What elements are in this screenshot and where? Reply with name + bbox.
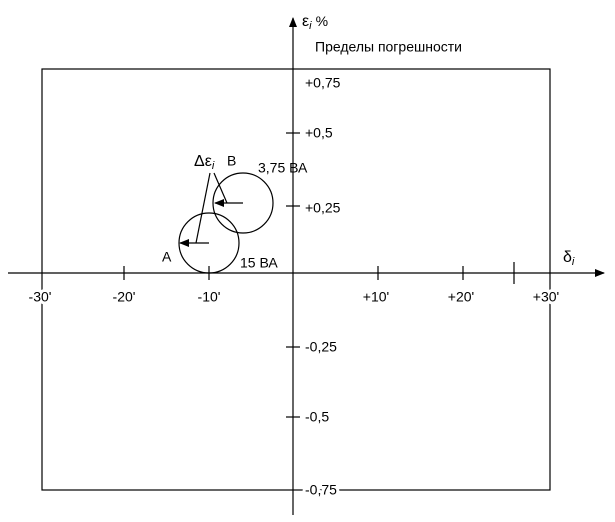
y-axis-label: εi% bbox=[302, 13, 328, 32]
x-axis-label: δi bbox=[563, 249, 575, 268]
region-label: Пределы погрешности bbox=[315, 39, 462, 55]
y-tick-label: -0,5 bbox=[305, 409, 329, 425]
subscript: i bbox=[309, 20, 312, 32]
y-tick-label: +0,5 bbox=[305, 125, 333, 141]
subscript: i bbox=[212, 160, 215, 172]
arrow-label: Δεi bbox=[194, 153, 215, 172]
point-label: A bbox=[162, 249, 172, 265]
burden-label: 3,75 ВА bbox=[258, 160, 308, 176]
x-ticks bbox=[123, 262, 515, 284]
x-tick-label: -30' bbox=[29, 289, 52, 305]
limit-region bbox=[41, 68, 551, 491]
y-tick-label: -0,75 bbox=[305, 482, 337, 498]
x-tick-label: +30' bbox=[533, 289, 559, 305]
error-circle bbox=[212, 172, 274, 234]
point-label: B bbox=[227, 153, 236, 169]
subscript: i bbox=[572, 256, 575, 268]
burden-label: 15 ВА bbox=[240, 255, 278, 271]
x-tick-label: +20' bbox=[448, 289, 474, 305]
leader bbox=[213, 172, 228, 204]
y-ticks bbox=[286, 132, 300, 418]
y-tick-label: -0,25 bbox=[305, 339, 337, 355]
y-tick-label: +0,25 bbox=[305, 200, 341, 216]
x-tick-label: +10' bbox=[363, 289, 389, 305]
unit: % bbox=[316, 13, 328, 29]
symbol: δ bbox=[563, 249, 572, 266]
symbol: Δε bbox=[194, 153, 212, 170]
x-tick-label: -20' bbox=[113, 289, 136, 305]
symbol: ε bbox=[302, 13, 309, 30]
leader bbox=[195, 172, 211, 244]
x-tick-label: -10' bbox=[198, 289, 221, 305]
y-tick-label: +0,75 bbox=[305, 75, 341, 91]
